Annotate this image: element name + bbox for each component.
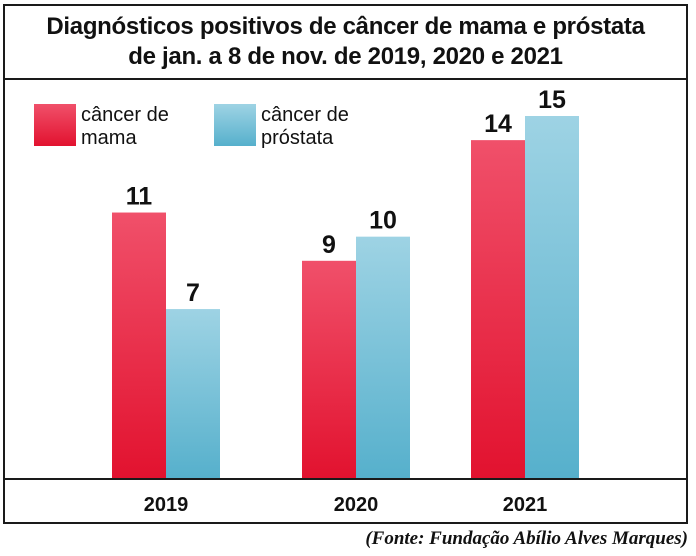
data-label-prostata-2020: 10 [369, 207, 397, 235]
x-tick-label-2021: 2021 [503, 494, 548, 516]
bar-prostata-2020 [356, 236, 410, 478]
chart-title-line-2: de jan. a 8 de nov. de 2019, 2020 e 2021 [128, 43, 563, 70]
data-label-mama-2021: 14 [484, 110, 512, 138]
x-tick-label-2019: 2019 [144, 494, 189, 516]
bar-mama-2021 [471, 140, 525, 478]
source-note: (Fonte: Fundação Abílio Alves Marques) [365, 528, 688, 549]
legend-label-mama-line-1: câncer de [81, 104, 169, 126]
data-label-mama-2020: 9 [322, 231, 336, 259]
legend-swatch-mama [34, 104, 76, 146]
legend-label-prostata-line-1: câncer de [261, 104, 349, 126]
data-label-mama-2019: 11 [126, 183, 153, 211]
bars [112, 116, 579, 479]
legend-label-mama-line-2: mama [81, 127, 137, 149]
data-label-prostata-2019: 7 [186, 279, 200, 307]
bar-mama-2020 [302, 260, 356, 478]
bar-mama-2019 [112, 212, 166, 479]
data-label-prostata-2021: 15 [538, 86, 566, 114]
legend-label-prostata-line-2: próstata [261, 127, 334, 149]
chart-title: Diagnósticos positivos de câncer de mama… [5, 6, 686, 80]
x-tick-label-2020: 2020 [334, 494, 379, 516]
x-tick-labels: 2019 2020 2021 [144, 494, 548, 516]
legend-swatch-prostata [214, 104, 256, 146]
chart-title-line-1: Diagnósticos positivos de câncer de mama… [46, 13, 645, 40]
chart-frame: Diagnósticos positivos de câncer de mama… [3, 4, 688, 524]
data-labels: 11 7 9 10 14 15 [126, 86, 566, 307]
bar-prostata-2021 [525, 116, 579, 478]
bar-prostata-2019 [166, 309, 220, 478]
